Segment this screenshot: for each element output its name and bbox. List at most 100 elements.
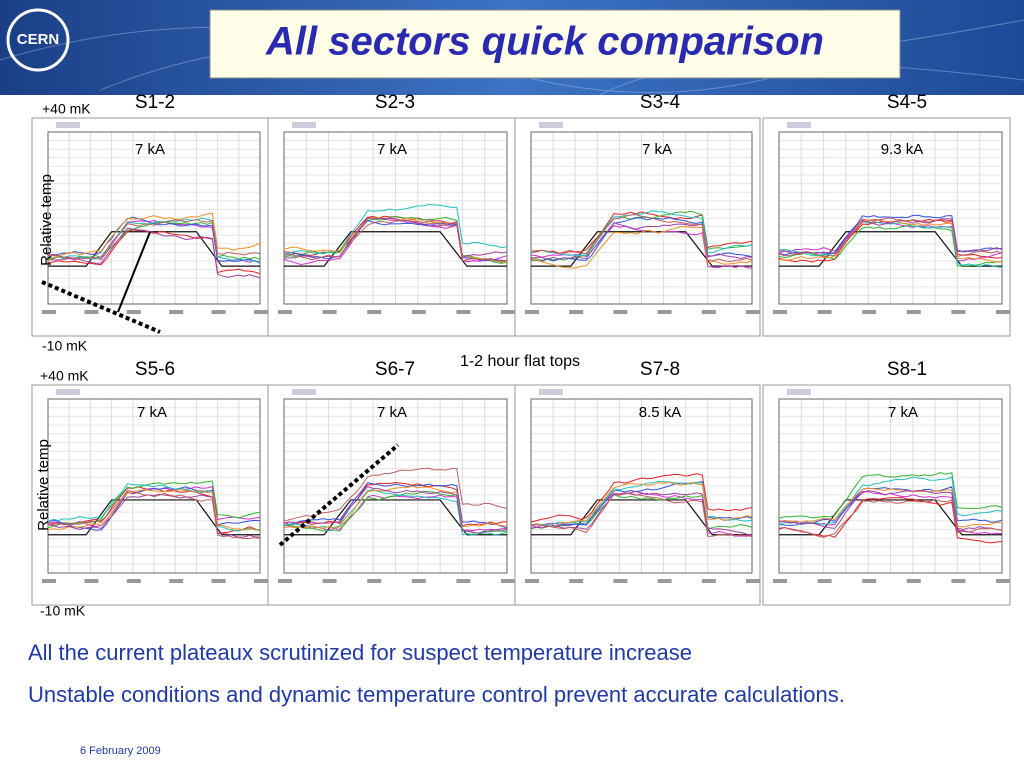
chart-screenshot <box>31 384 269 606</box>
sensor-trace <box>530 222 753 260</box>
title: All sectors quick comparison <box>265 20 824 64</box>
sensor-trace <box>47 217 261 264</box>
sensor-trace <box>530 492 753 537</box>
plot-area <box>283 131 508 305</box>
sensor-trace <box>47 490 261 539</box>
time-label <box>657 310 672 314</box>
sensor-trace <box>530 226 753 269</box>
time-label <box>211 310 226 314</box>
time-label <box>951 310 966 314</box>
current-label: 7 kA <box>135 141 165 158</box>
sector-label: S8-1 <box>887 359 927 380</box>
time-label <box>169 579 184 583</box>
time-label <box>817 579 832 583</box>
panel-toolbar <box>787 122 811 128</box>
sector-label: S7-8 <box>640 359 680 380</box>
bullet: All the current plateaux scrutinized for… <box>28 640 692 665</box>
panel-toolbar <box>56 122 80 128</box>
time-label <box>278 310 292 314</box>
time-label <box>817 310 832 314</box>
time-label <box>613 579 628 583</box>
sensor-trace <box>283 219 508 262</box>
time-label <box>169 310 184 314</box>
sensor-trace <box>530 473 753 523</box>
plot-area <box>778 131 1003 305</box>
sensor-trace <box>47 212 261 260</box>
scale-bottom-label: -10 mK <box>42 338 88 354</box>
sensor-trace <box>778 220 1003 268</box>
dotted-arrow <box>41 280 161 334</box>
time-label <box>411 310 426 314</box>
axis-label: Relative temp <box>38 174 55 266</box>
bullet: Unstable conditions and dynamic temperat… <box>28 682 845 707</box>
time-label <box>951 579 966 583</box>
sensor-trace <box>283 485 508 529</box>
panel-toolbar <box>539 389 563 395</box>
sector-label: S4-5 <box>887 92 927 113</box>
time-label <box>996 310 1010 314</box>
sensor-trace <box>530 481 753 527</box>
sensor-trace <box>778 217 1003 258</box>
plot-area <box>47 131 261 305</box>
time-label <box>322 579 337 583</box>
sensor-trace <box>283 203 508 255</box>
time-label <box>411 579 426 583</box>
time-label <box>906 310 921 314</box>
plot-area <box>47 398 261 574</box>
sensor-trace <box>778 219 1003 263</box>
sensor-trace <box>47 493 261 538</box>
time-label <box>657 579 672 583</box>
time-label <box>84 310 99 314</box>
time-label <box>862 310 877 314</box>
chart-screenshot <box>514 384 761 606</box>
sensor-trace <box>283 467 508 522</box>
current-label: 7 kA <box>377 141 407 158</box>
footer-date: 6 February 2009 <box>80 745 161 757</box>
current-profile <box>48 499 260 536</box>
time-label <box>701 579 716 583</box>
panel-toolbar <box>292 389 316 395</box>
current-profile <box>284 231 507 267</box>
time-label <box>501 579 515 583</box>
time-label <box>525 579 539 583</box>
time-label <box>525 310 539 314</box>
time-label <box>701 310 716 314</box>
sensor-trace <box>778 499 1003 538</box>
axis-label: Relative temp <box>35 439 52 531</box>
annotation: 1-2 hour flat tops <box>460 353 580 370</box>
current-profile <box>48 231 260 267</box>
title-box <box>209 9 901 79</box>
sensor-trace <box>530 210 753 262</box>
time-label <box>456 579 471 583</box>
sensor-trace <box>530 211 753 254</box>
chart-screenshot <box>514 117 761 337</box>
current-label: 8.5 kA <box>639 404 682 421</box>
sensor-trace <box>47 229 261 275</box>
panel-toolbar <box>292 122 316 128</box>
plot-area <box>778 398 1003 574</box>
current-label: 7 kA <box>137 404 167 421</box>
sensor-trace <box>530 480 753 525</box>
logo-ring <box>6 8 70 72</box>
time-label <box>126 310 141 314</box>
sensor-trace <box>778 476 1003 526</box>
current-label: 7 kA <box>642 141 672 158</box>
current-label: 7 kA <box>377 404 407 421</box>
time-label <box>254 579 268 583</box>
time-label <box>773 579 787 583</box>
time-label <box>569 310 584 314</box>
sensor-trace <box>47 483 261 532</box>
sensor-trace <box>283 486 508 535</box>
time-label <box>862 579 877 583</box>
time-label <box>456 310 471 314</box>
chart-screenshot <box>31 117 269 337</box>
bullet-list: All the current plateaux scrutinized for… <box>28 632 958 716</box>
sensor-trace <box>47 218 261 260</box>
sector-label: S6-7 <box>375 359 415 380</box>
current-label: 9.3 kA <box>881 141 924 158</box>
time-label <box>613 310 628 314</box>
time-label <box>42 310 56 314</box>
sensor-trace <box>47 216 261 264</box>
